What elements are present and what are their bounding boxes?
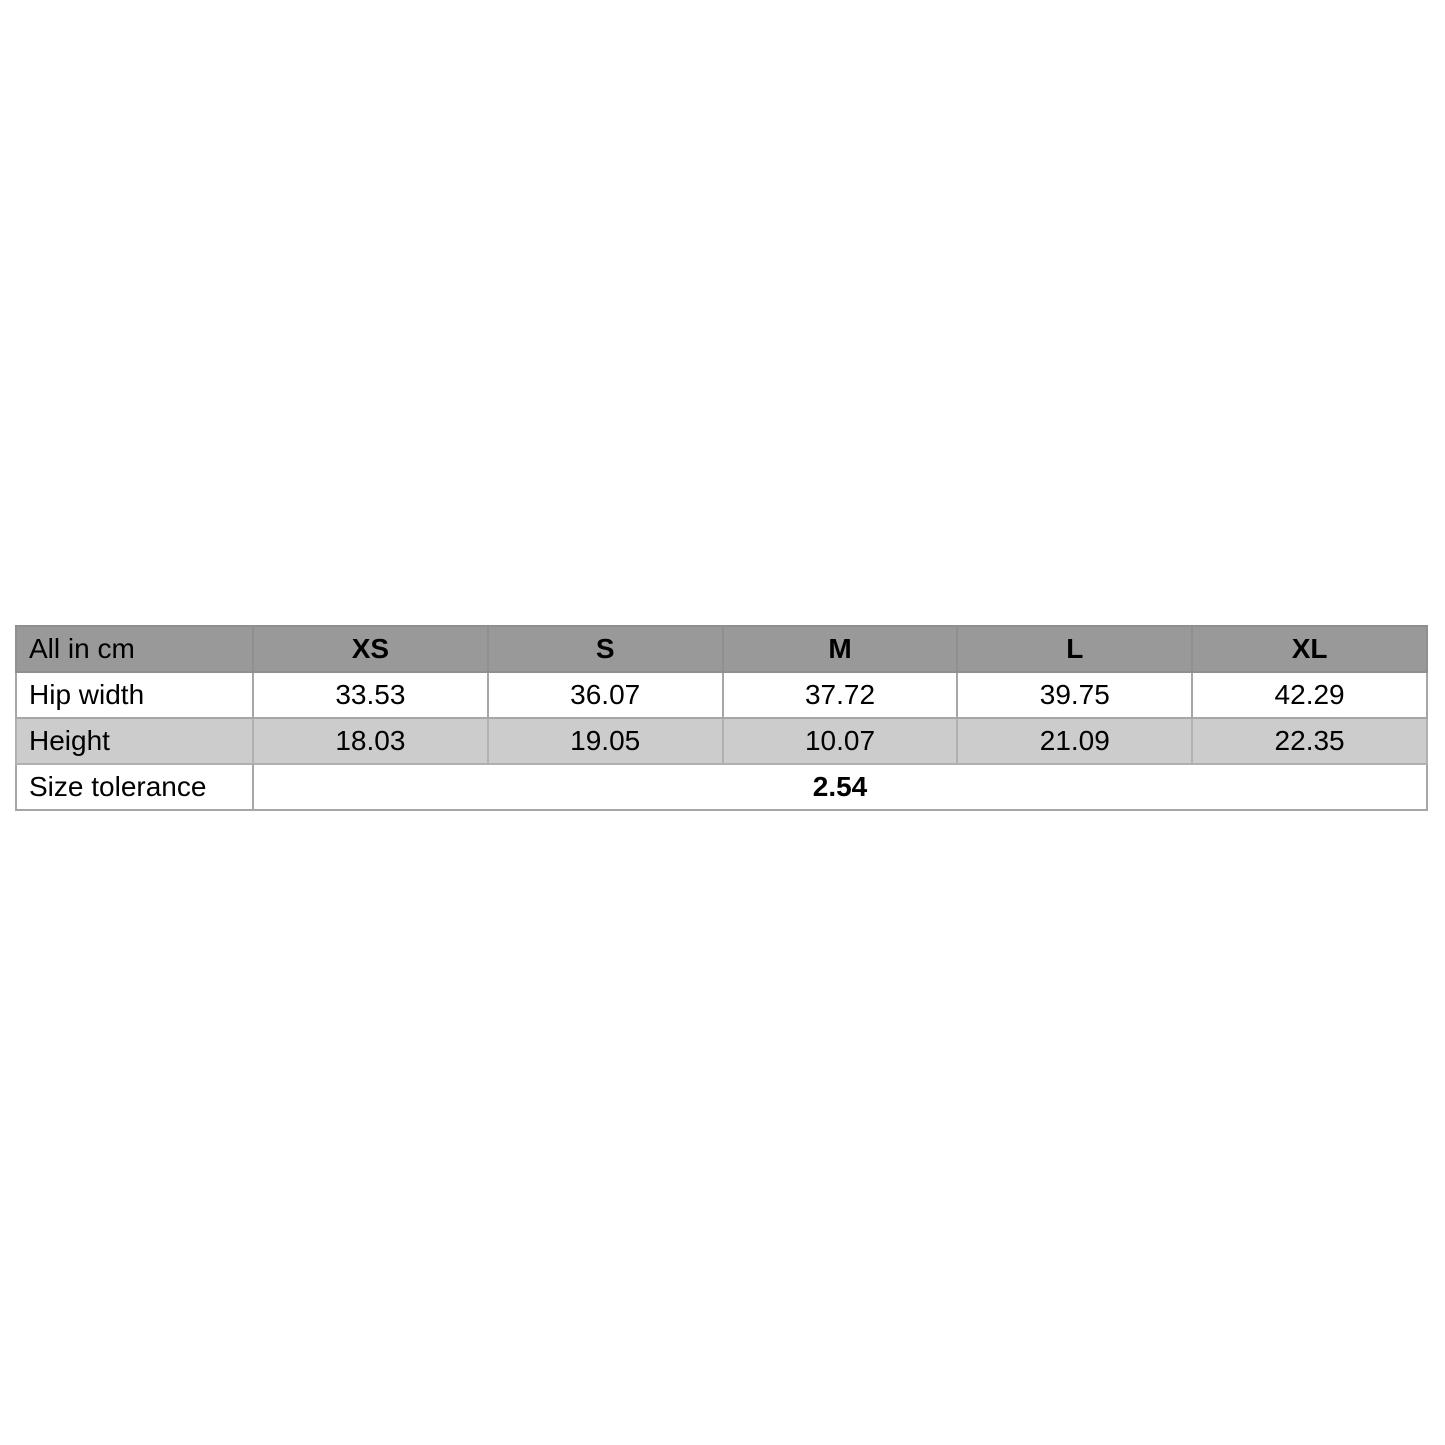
row-label-height: Height	[15, 717, 254, 765]
hip-width-s-cell: 36.07	[486, 671, 724, 719]
table-row-hip-width: Hip width 33.53 36.07 37.72 39.75 42.29	[15, 671, 1428, 719]
height-xl-cell: 22.35	[1191, 717, 1428, 765]
col-header-m: M	[721, 625, 959, 673]
col-header-xs: XS	[252, 625, 489, 673]
col-header-s: S	[486, 625, 724, 673]
hip-width-xl-cell: 42.29	[1191, 671, 1428, 719]
table-row-size-tolerance: Size tolerance 2.54	[15, 763, 1428, 811]
table-row-height: Height 18.03 19.05 10.07 21.09 22.35	[15, 717, 1428, 765]
hip-width-l-cell: 39.75	[956, 671, 1194, 719]
row-label-size-tolerance: Size tolerance	[15, 763, 254, 811]
height-xs-cell: 18.03	[252, 717, 489, 765]
unit-label-cell: All in cm	[15, 625, 254, 673]
height-m-cell: 10.07	[721, 717, 959, 765]
size-tolerance-value-cell: 2.54	[252, 763, 1428, 811]
col-header-l: L	[956, 625, 1194, 673]
size-chart-table: All in cm XS S M L XL Hip width 33.53 36…	[15, 625, 1428, 811]
height-s-cell: 19.05	[486, 717, 724, 765]
hip-width-xs-cell: 33.53	[252, 671, 489, 719]
height-l-cell: 21.09	[956, 717, 1194, 765]
col-header-xl: XL	[1191, 625, 1428, 673]
row-label-hip-width: Hip width	[15, 671, 254, 719]
size-chart-header-row: All in cm XS S M L XL	[15, 625, 1428, 673]
hip-width-m-cell: 37.72	[721, 671, 959, 719]
